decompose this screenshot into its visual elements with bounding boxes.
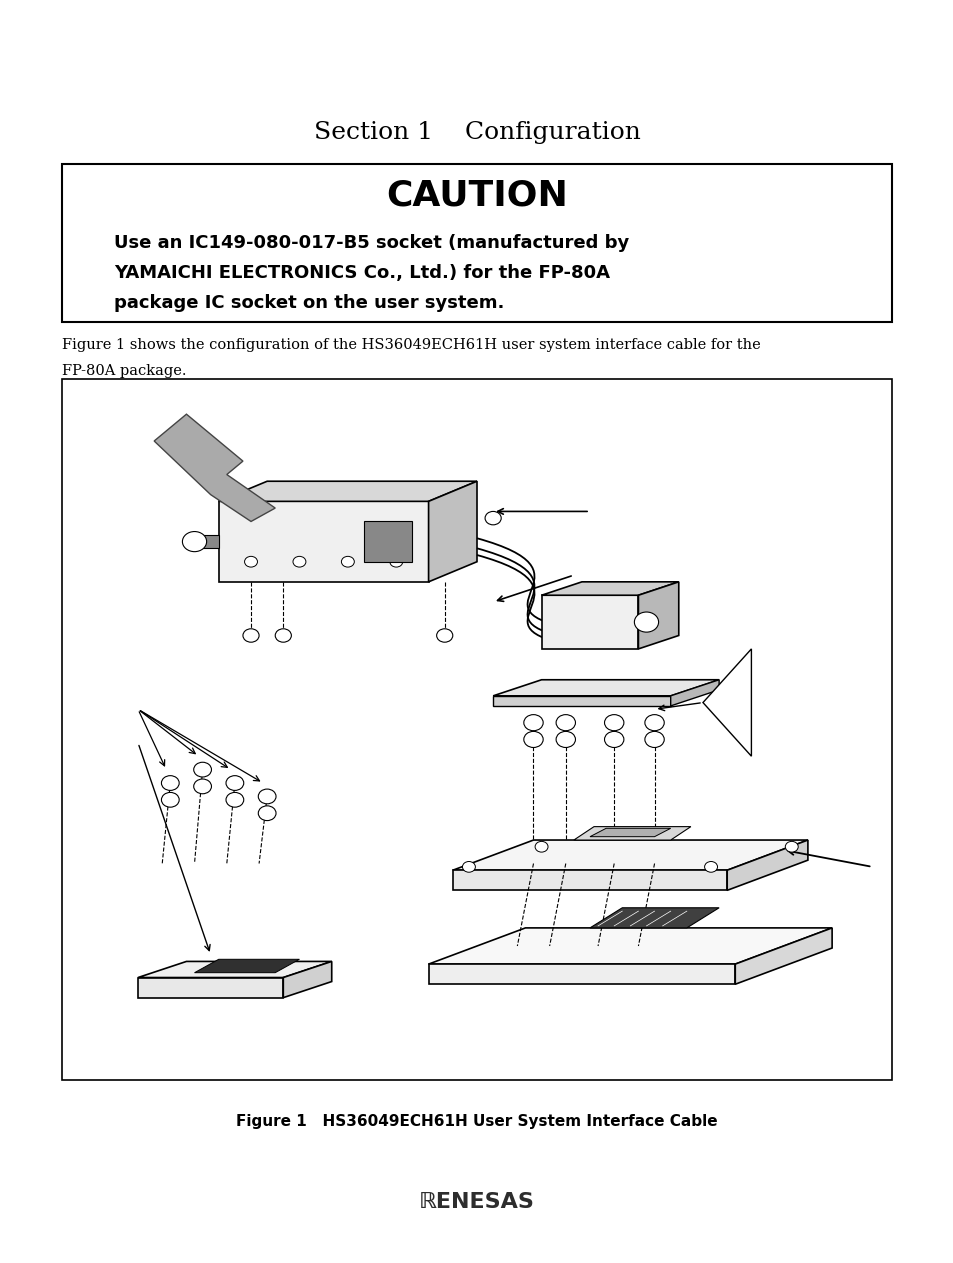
Polygon shape [428,481,476,582]
Polygon shape [493,679,719,696]
Polygon shape [670,679,719,706]
Circle shape [182,532,207,552]
Text: YAMAICHI ELECTRONICS Co., Ltd.) for the FP-80A: YAMAICHI ELECTRONICS Co., Ltd.) for the … [114,264,610,282]
Text: Figure 1   HS36049ECH61H User System Interface Cable: Figure 1 HS36049ECH61H User System Inter… [236,1114,717,1129]
Circle shape [161,775,179,791]
Polygon shape [702,649,751,757]
Circle shape [274,629,291,642]
Circle shape [556,731,575,748]
Circle shape [604,731,623,748]
Polygon shape [589,908,719,928]
Circle shape [244,557,257,567]
Polygon shape [574,826,690,840]
Circle shape [484,512,500,525]
Polygon shape [541,595,638,649]
Polygon shape [364,522,412,562]
Text: package IC socket on the user system.: package IC socket on the user system. [114,294,504,312]
Circle shape [604,715,623,731]
Circle shape [523,715,542,731]
Polygon shape [428,964,735,984]
Circle shape [293,557,306,567]
Circle shape [523,731,542,748]
FancyBboxPatch shape [62,164,891,322]
Polygon shape [493,696,670,706]
Text: Use an IC149-080-017-B5 socket (manufactured by: Use an IC149-080-017-B5 socket (manufact… [114,234,629,253]
Circle shape [436,629,453,642]
Polygon shape [453,870,726,890]
Circle shape [193,763,212,777]
Polygon shape [138,961,332,978]
Circle shape [341,557,354,567]
Circle shape [644,715,663,731]
Circle shape [535,841,547,853]
Circle shape [193,779,212,793]
Polygon shape [194,960,299,973]
FancyBboxPatch shape [62,379,891,1080]
Polygon shape [218,501,428,582]
Text: Figure 1 shows the configuration of the HS36049ECH61H user system interface cabl: Figure 1 shows the configuration of the … [62,338,760,352]
Circle shape [258,806,275,821]
Polygon shape [638,582,678,649]
Polygon shape [218,481,476,501]
Polygon shape [283,961,332,998]
Polygon shape [138,978,283,998]
Circle shape [258,789,275,803]
Polygon shape [453,840,807,870]
Circle shape [462,861,475,873]
Circle shape [226,775,244,791]
Circle shape [704,861,717,873]
Circle shape [161,792,179,807]
Polygon shape [154,414,274,522]
Circle shape [226,792,244,807]
Polygon shape [726,840,807,890]
Text: CAUTION: CAUTION [386,179,567,212]
Circle shape [556,715,575,731]
Polygon shape [589,829,670,836]
Text: FP-80A package.: FP-80A package. [62,364,187,378]
Polygon shape [428,928,831,964]
Polygon shape [735,928,831,984]
Polygon shape [541,582,678,595]
Text: ℝENESAS: ℝENESAS [418,1192,535,1212]
Circle shape [243,629,259,642]
Circle shape [644,731,663,748]
Circle shape [634,613,658,633]
Circle shape [390,557,402,567]
Polygon shape [194,536,218,548]
Text: Section 1    Configuration: Section 1 Configuration [314,121,639,144]
Circle shape [784,841,798,853]
